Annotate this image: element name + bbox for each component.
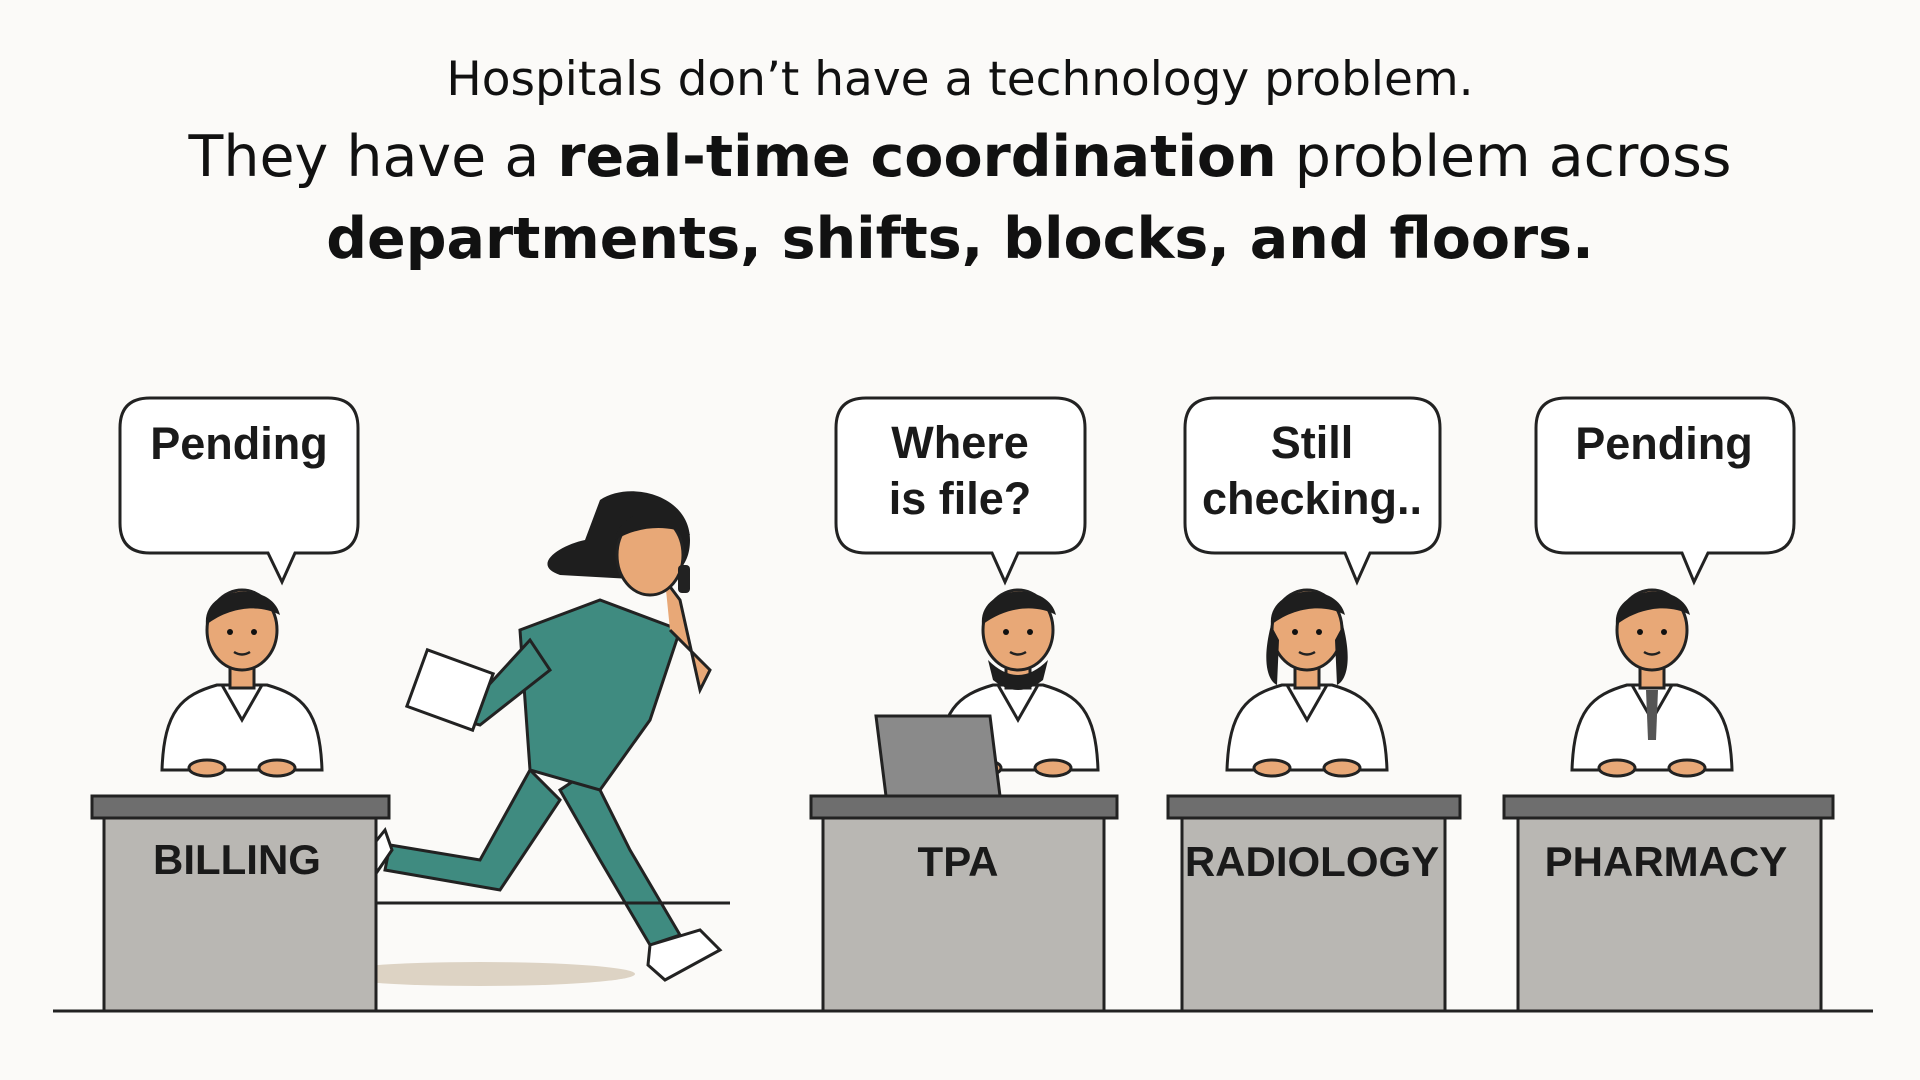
headline-emphasis: real-time coordination <box>557 124 1277 190</box>
speech-text: is file? <box>889 473 1032 524</box>
speech-text: Still <box>1271 417 1354 468</box>
headline-text: problem across <box>1276 124 1732 190</box>
radiology-staff <box>1225 588 1389 778</box>
desk-label: RADIOLOGY <box>1185 838 1439 885</box>
desk-pharmacy: PHARMACY <box>1502 794 1835 1013</box>
headline-line-3: departments, shifts, blocks, and floors. <box>326 206 1594 272</box>
clipboard <box>404 647 496 733</box>
billing-clerk <box>160 588 324 778</box>
tpa-clerk <box>936 588 1100 778</box>
desk-tpa: TPA <box>809 794 1119 1013</box>
speech-bubble-radiology: Still checking.. <box>1183 396 1442 586</box>
headline-line-1: Hospitals don’t have a technology proble… <box>446 52 1474 107</box>
desk-radiology: RADIOLOGY <box>1166 794 1462 1013</box>
speech-text: Pending <box>1575 418 1753 469</box>
headline-text: They have a <box>188 124 558 190</box>
desk-billing: BILLING <box>90 794 391 1013</box>
speech-bubble-tpa: Where is file? <box>834 396 1087 586</box>
pharmacy-staff <box>1570 588 1734 778</box>
headline-line-2: They have a real-time coordination probl… <box>0 124 1920 190</box>
phone-icon <box>678 565 690 593</box>
running-nurse <box>325 491 730 986</box>
desk-label: TPA <box>918 838 999 885</box>
speech-bubble-pharmacy: Pending <box>1534 396 1796 586</box>
speech-text: Where <box>891 417 1029 468</box>
speech-text: checking.. <box>1202 473 1422 524</box>
speech-bubble-billing: Pending <box>118 396 360 586</box>
desk-label: PHARMACY <box>1545 838 1788 885</box>
laptop <box>874 714 1002 798</box>
desk-label: BILLING <box>153 836 321 883</box>
speech-text: Pending <box>150 418 328 469</box>
